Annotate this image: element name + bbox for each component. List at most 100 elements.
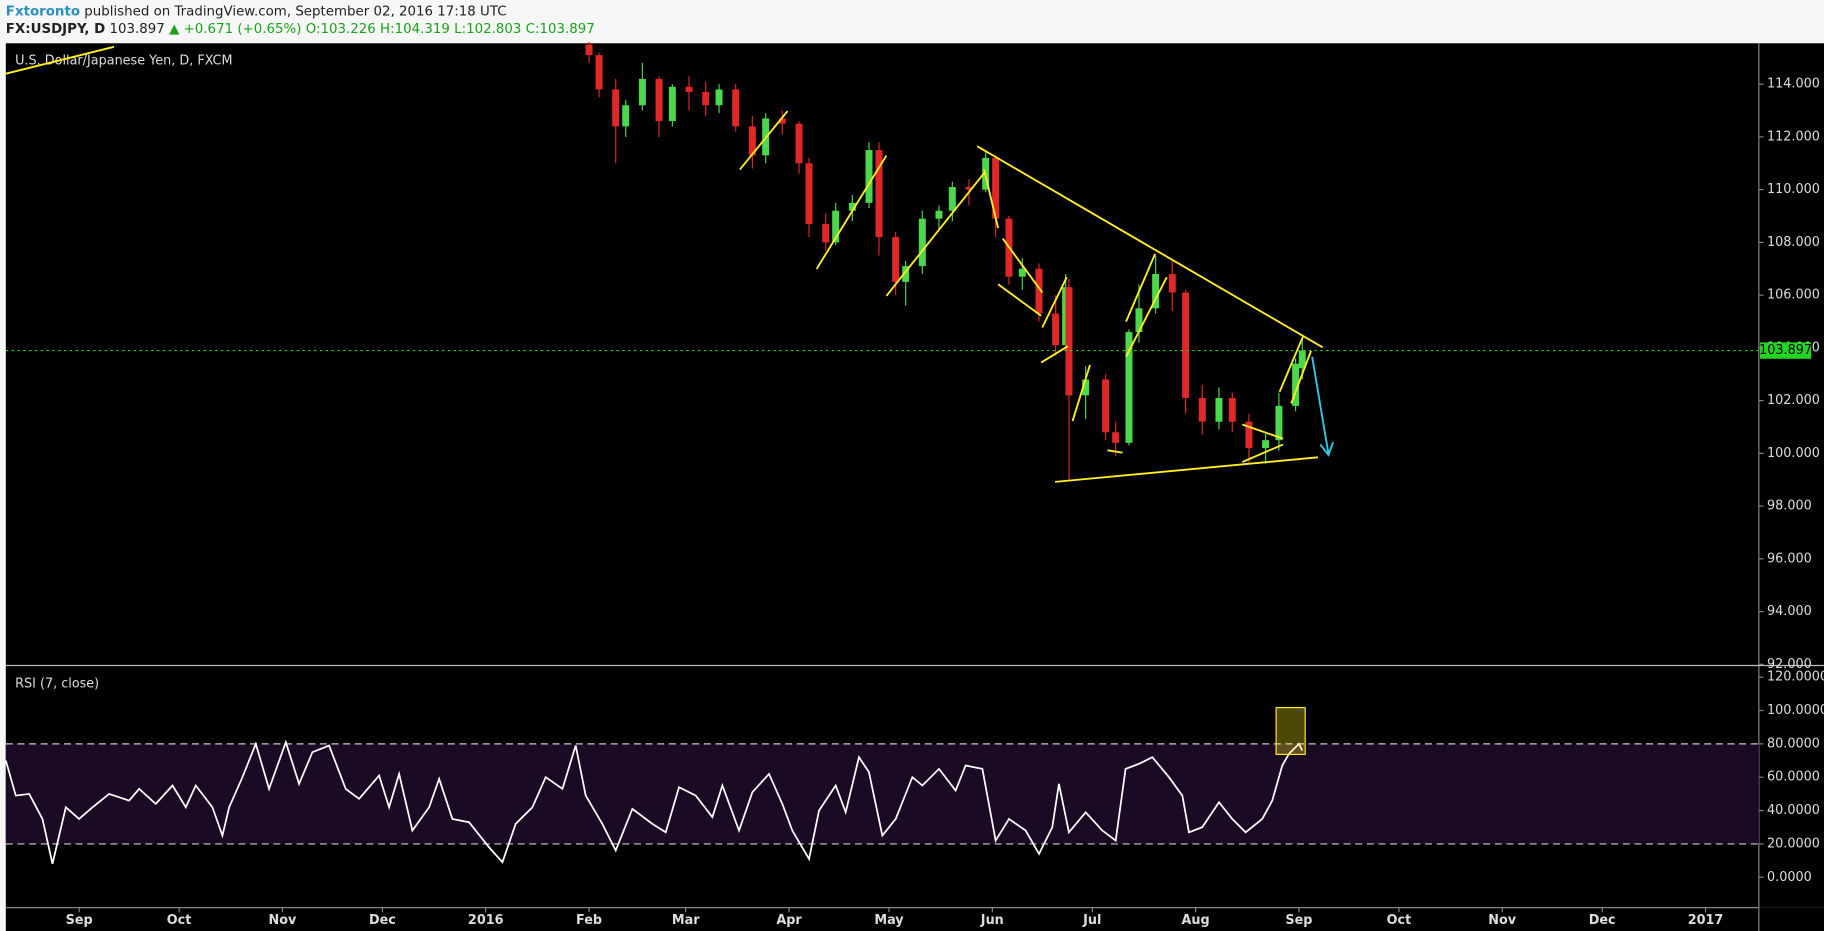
- trend-line: [5, 45, 115, 75]
- x-tick-label: May: [874, 913, 904, 928]
- x-tick-label: Dec: [1589, 913, 1616, 928]
- y-tick-label: 40.0000: [1767, 803, 1820, 818]
- trend-line: [1242, 443, 1284, 463]
- y-tick-label: 80.0000: [1767, 736, 1820, 751]
- x-tick-label: Aug: [1182, 913, 1210, 928]
- trend-line: [1041, 276, 1068, 328]
- candle-body: [992, 157, 1000, 219]
- x-tick-label: Jun: [980, 913, 1004, 928]
- candle-body: [875, 150, 883, 238]
- ohlc: H:104.319: [380, 22, 450, 37]
- ohlc: C:103.897: [526, 22, 595, 37]
- x-tick-label: Oct: [167, 913, 192, 928]
- candle-body: [1245, 421, 1253, 449]
- candle-body: [1168, 274, 1176, 293]
- y-tick-label: 120.0000: [1767, 670, 1824, 685]
- chart-title: U.S. Dollar/Japanese Yen, D, FXCM: [15, 53, 232, 68]
- y-tick-label: 100.000: [1767, 446, 1820, 461]
- support-line: [1054, 456, 1319, 483]
- candle-body: [1182, 292, 1190, 398]
- candle-body: [848, 202, 856, 211]
- trend-line: [1071, 364, 1091, 422]
- y-tick-label: 98.000: [1767, 499, 1812, 514]
- drawings: [5, 45, 1334, 755]
- y-tick-label: 96.000: [1767, 551, 1812, 566]
- trend-line: [1242, 423, 1284, 440]
- candle-body: [965, 187, 973, 190]
- candle-body: [1135, 308, 1143, 333]
- y-tick-label: 106.000: [1767, 288, 1820, 303]
- y-tick-label: 114.000: [1767, 77, 1820, 92]
- trend-line: [1125, 253, 1156, 323]
- candle-body: [638, 78, 646, 106]
- y-tick-label: 0.0000: [1767, 870, 1812, 885]
- candle-body: [1035, 268, 1043, 314]
- candle-body: [1065, 287, 1073, 396]
- arrow: [1311, 356, 1334, 457]
- rsi-title: RSI (7, close): [15, 677, 99, 692]
- candle-body: [1262, 440, 1270, 449]
- rsi-band: [5, 743, 1759, 844]
- candle-body: [1292, 363, 1300, 406]
- candle-body: [865, 150, 873, 203]
- trend-line: [815, 155, 888, 270]
- x-tick-label: Dec: [369, 913, 396, 928]
- candle-body: [902, 266, 910, 282]
- candle-body: [668, 86, 676, 122]
- y-tick-label: 20.0000: [1767, 836, 1820, 851]
- trend-line: [1278, 336, 1304, 393]
- x-tick-label: 2017: [1688, 913, 1724, 928]
- author[interactable]: Fxtoronto: [6, 5, 80, 20]
- candle-body: [1275, 405, 1283, 441]
- x-tick-label: 2016: [468, 913, 504, 928]
- candle-body: [732, 89, 740, 127]
- candle-body: [1052, 313, 1060, 346]
- highlight-box: [1275, 707, 1306, 755]
- candle-body: [1102, 379, 1110, 433]
- x-axis-bg: [5, 907, 1824, 931]
- candle-body: [748, 126, 756, 156]
- x-tick-label: Nov: [1488, 913, 1516, 928]
- candle-body: [1215, 397, 1223, 422]
- change: ▲ +0.671 (+0.65%): [169, 22, 301, 37]
- trend-line: [1290, 350, 1312, 404]
- y-tick-label: 110.000: [1767, 182, 1820, 197]
- trend-line: [1107, 449, 1123, 454]
- y-tick-label: 102.000: [1767, 393, 1820, 408]
- trend-line: [1001, 238, 1044, 293]
- candle-body: [702, 92, 710, 106]
- y-tick-label: 92.000: [1767, 657, 1812, 672]
- candle-body: [892, 237, 900, 282]
- x-tick-label: Apr: [776, 913, 802, 928]
- candle-body: [1298, 350, 1306, 369]
- candle-body: [778, 118, 786, 124]
- candle-body: [822, 223, 830, 243]
- candle-body: [585, 44, 593, 56]
- x-tick-label: Sep: [1285, 913, 1312, 928]
- y-tick-label: 94.000: [1767, 604, 1812, 619]
- trend-line: [739, 110, 789, 171]
- candle-body: [612, 89, 620, 127]
- published: published on TradingView.com, September …: [84, 5, 506, 20]
- x-tick-label: Mar: [672, 913, 700, 928]
- last-price-box: [1760, 342, 1812, 359]
- x-tick-label: Jul: [1082, 913, 1101, 928]
- candle-body: [948, 187, 956, 211]
- y-tick-label: 60.0000: [1767, 770, 1820, 785]
- candle-body: [1112, 432, 1120, 443]
- last: 103.897: [110, 22, 165, 37]
- candle-body: [1125, 332, 1133, 443]
- last-price-label: 103.897: [1759, 343, 1812, 358]
- candle-body: [1198, 397, 1206, 422]
- candle-body: [795, 123, 803, 164]
- x-tick-label: Oct: [1387, 913, 1412, 928]
- x-tick-label: Sep: [66, 913, 93, 928]
- symbol: FX:USDJPY, D: [6, 22, 105, 37]
- y-tick-label: 100.0000: [1767, 703, 1824, 718]
- y-tick-label: 112.000: [1767, 129, 1820, 144]
- candle-body: [832, 210, 840, 243]
- header-line: Fxtoronto published on TradingView.com, …: [6, 5, 507, 20]
- trend-line: [983, 169, 999, 229]
